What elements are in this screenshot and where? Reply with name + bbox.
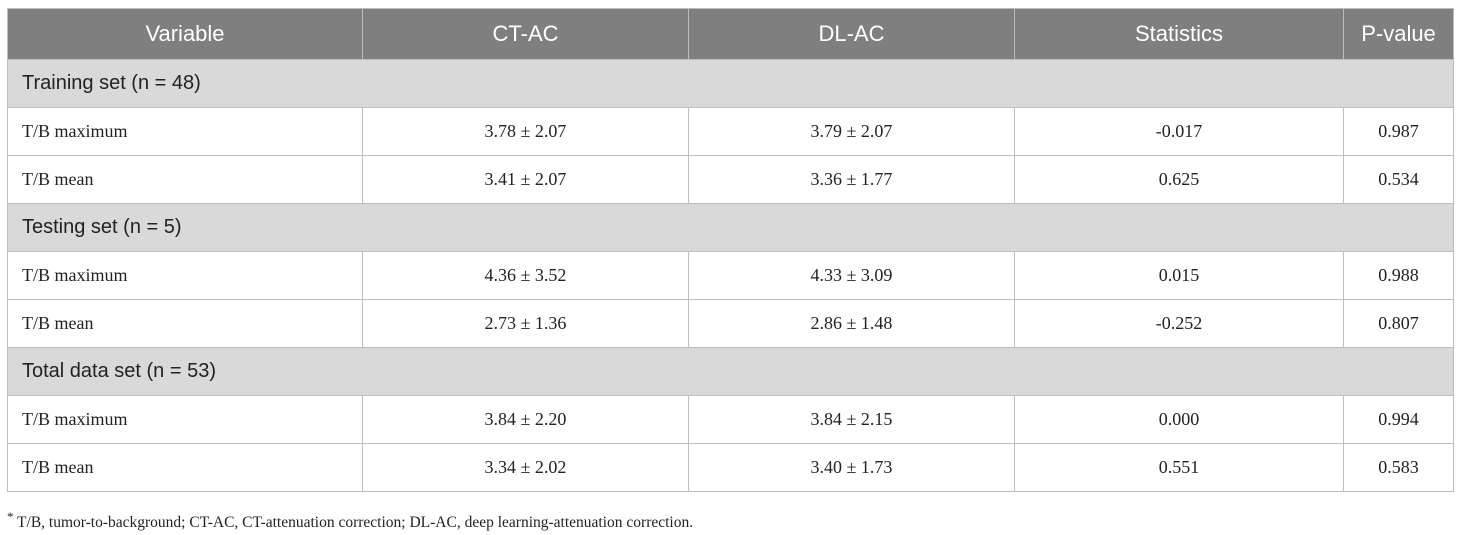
header-statistics: Statistics — [1014, 8, 1344, 60]
cell-statistics: 0.551 — [1014, 443, 1344, 492]
header-p-value: P-value — [1343, 8, 1454, 60]
cell-dl-ac: 3.84 ± 2.15 — [688, 395, 1015, 444]
row-variable: T/B maximum — [7, 251, 363, 300]
header-ct-ac: CT-AC — [362, 8, 689, 60]
cell-statistics: 0.015 — [1014, 251, 1344, 300]
cell-statistics: 0.625 — [1014, 155, 1344, 204]
cell-ct-ac: 3.84 ± 2.20 — [362, 395, 689, 444]
cell-dl-ac: 3.36 ± 1.77 — [688, 155, 1015, 204]
cell-statistics: -0.252 — [1014, 299, 1344, 348]
table-row: T/B maximum 3.84 ± 2.20 3.84 ± 2.15 0.00… — [7, 395, 1454, 444]
footnote-marker: * — [7, 509, 14, 524]
cell-dl-ac: 2.86 ± 1.48 — [688, 299, 1015, 348]
cell-p-value: 0.987 — [1343, 107, 1454, 156]
cell-ct-ac: 3.34 ± 2.02 — [362, 443, 689, 492]
group-row-training: Training set (n = 48) — [7, 59, 1454, 108]
row-variable: T/B mean — [7, 443, 363, 492]
results-table: Variable CT-AC DL-AC Statistics P-value … — [7, 8, 1454, 492]
row-variable: T/B maximum — [7, 395, 363, 444]
table-body: Training set (n = 48) T/B maximum 3.78 ±… — [7, 59, 1454, 492]
group-title: Testing set (n = 5) — [7, 203, 1454, 252]
table-row: T/B mean 2.73 ± 1.36 2.86 ± 1.48 -0.252 … — [7, 299, 1454, 348]
header-dl-ac: DL-AC — [688, 8, 1015, 60]
table-row: T/B mean 3.41 ± 2.07 3.36 ± 1.77 0.625 0… — [7, 155, 1454, 204]
group-title: Total data set (n = 53) — [7, 347, 1454, 396]
row-variable: T/B maximum — [7, 107, 363, 156]
cell-statistics: 0.000 — [1014, 395, 1344, 444]
group-row-testing: Testing set (n = 5) — [7, 203, 1454, 252]
cell-ct-ac: 2.73 ± 1.36 — [362, 299, 689, 348]
cell-ct-ac: 4.36 ± 3.52 — [362, 251, 689, 300]
cell-p-value: 0.994 — [1343, 395, 1454, 444]
cell-ct-ac: 3.78 ± 2.07 — [362, 107, 689, 156]
cell-dl-ac: 3.79 ± 2.07 — [688, 107, 1015, 156]
table-row: T/B maximum 3.78 ± 2.07 3.79 ± 2.07 -0.0… — [7, 107, 1454, 156]
header-row: Variable CT-AC DL-AC Statistics P-value — [7, 8, 1454, 60]
table-row: T/B maximum 4.36 ± 3.52 4.33 ± 3.09 0.01… — [7, 251, 1454, 300]
header-variable: Variable — [7, 8, 363, 60]
table-row: T/B mean 3.34 ± 2.02 3.40 ± 1.73 0.551 0… — [7, 443, 1454, 492]
group-row-total: Total data set (n = 53) — [7, 347, 1454, 396]
cell-p-value: 0.534 — [1343, 155, 1454, 204]
group-title: Training set (n = 48) — [7, 59, 1454, 108]
footnote-text: T/B, tumor-to-background; CT-AC, CT-atte… — [13, 514, 694, 532]
table-footnote: * T/B, tumor-to-background; CT-AC, CT-at… — [7, 509, 693, 532]
cell-ct-ac: 3.41 ± 2.07 — [362, 155, 689, 204]
row-variable: T/B mean — [7, 155, 363, 204]
table-header: Variable CT-AC DL-AC Statistics P-value — [7, 8, 1454, 60]
cell-p-value: 0.583 — [1343, 443, 1454, 492]
row-variable: T/B mean — [7, 299, 363, 348]
cell-statistics: -0.017 — [1014, 107, 1344, 156]
cell-p-value: 0.807 — [1343, 299, 1454, 348]
cell-dl-ac: 4.33 ± 3.09 — [688, 251, 1015, 300]
cell-dl-ac: 3.40 ± 1.73 — [688, 443, 1015, 492]
results-table-container: Variable CT-AC DL-AC Statistics P-value … — [7, 8, 1454, 492]
cell-p-value: 0.988 — [1343, 251, 1454, 300]
